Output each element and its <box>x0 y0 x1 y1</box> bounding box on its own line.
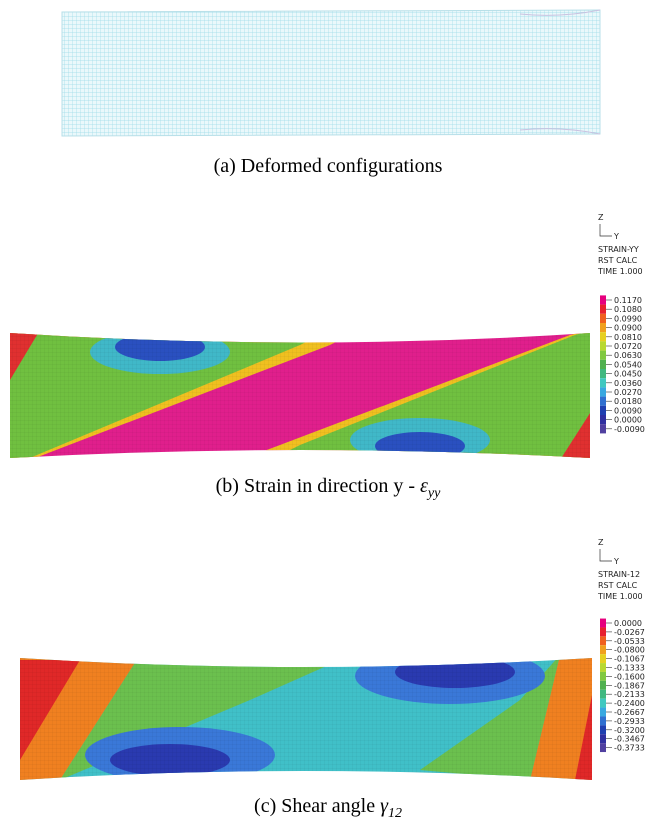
caption-text: (c) Shear angle <box>254 795 380 817</box>
legend-label: -0.0800 <box>614 646 645 655</box>
legend-label: 0.0270 <box>614 388 642 397</box>
legend-label: 0.0720 <box>614 342 642 351</box>
legend-label: 0.0180 <box>614 397 642 406</box>
legend-label: 0.1170 <box>614 296 642 305</box>
legend-label: -0.3200 <box>614 726 645 735</box>
color-swatch <box>600 645 606 655</box>
axis-y: Y <box>613 232 619 241</box>
legend-label: -0.2400 <box>614 699 645 708</box>
caption-subscript: yy <box>426 486 441 501</box>
deformed-mesh <box>61 9 601 137</box>
color-swatch <box>600 698 606 708</box>
color-swatch <box>600 359 606 369</box>
legend-label: -0.1600 <box>614 672 645 681</box>
legend-label: 0.0000 <box>614 416 642 425</box>
caption: (c) Shear angle γ12 <box>254 795 402 821</box>
legend-label: 0.0360 <box>614 379 642 388</box>
caption-subscript: 12 <box>388 806 402 821</box>
color-swatch <box>600 415 606 425</box>
color-swatch <box>600 707 606 717</box>
legend-label: -0.0090 <box>614 425 645 434</box>
legend-header: TIME 1.000 <box>597 267 643 276</box>
color-swatch <box>600 680 606 690</box>
color-swatch <box>600 716 606 726</box>
color-swatch <box>600 743 606 753</box>
color-swatch <box>600 627 606 637</box>
color-swatch <box>600 424 606 434</box>
legend-label: -0.1067 <box>614 655 645 664</box>
legend-header: RST CALC <box>598 256 638 265</box>
caption-symbol: ε <box>420 475 428 497</box>
legend-header: STRAIN-YY <box>598 245 639 254</box>
legend-label: -0.3467 <box>614 735 645 744</box>
legend-header: RST CALC <box>598 581 638 590</box>
shear-angle-field <box>20 658 592 780</box>
caption: (b) Strain in direction y - εyy <box>216 475 442 501</box>
caption-text: (b) Strain in direction y - <box>216 475 420 497</box>
color-swatch <box>600 323 606 333</box>
legend-label: -0.0267 <box>614 628 645 637</box>
color-swatch <box>600 332 606 342</box>
color-swatch <box>600 295 606 305</box>
caption-text: (a) Deformed configurations <box>214 155 443 177</box>
strain-yy-field <box>10 333 590 458</box>
legend-label: -0.1333 <box>614 664 645 673</box>
color-swatch <box>600 369 606 379</box>
color-swatch <box>600 387 606 397</box>
legend-header: TIME 1.000 <box>597 592 643 601</box>
color-swatch <box>600 405 606 415</box>
axis-z: Z <box>598 213 604 222</box>
color-swatch <box>600 396 606 406</box>
legend-label: 0.0090 <box>614 406 642 415</box>
color-swatch <box>600 671 606 681</box>
legend-label: 0.0000 <box>614 619 642 628</box>
color-swatch <box>600 636 606 646</box>
color-swatch <box>600 663 606 672</box>
color-swatch <box>600 725 606 735</box>
axis-z: Z <box>598 538 604 547</box>
color-swatch <box>600 350 606 360</box>
legend-header: STRAIN-12 <box>598 570 640 579</box>
legend-label: 0.1080 <box>614 305 642 314</box>
legend-label: 0.0630 <box>614 351 642 360</box>
caption-symbol: γ <box>380 795 389 817</box>
color-swatch <box>600 654 606 664</box>
legend-label: -0.2933 <box>614 717 645 726</box>
color-swatch <box>600 313 606 323</box>
legend-label: 0.0450 <box>614 370 642 379</box>
color-swatch <box>600 341 606 351</box>
color-swatch <box>600 304 606 314</box>
axis-y: Y <box>613 557 619 566</box>
legend-label: -0.3733 <box>614 744 645 753</box>
color-swatch <box>600 734 606 744</box>
color-swatch <box>600 689 606 699</box>
legend-label: -0.0533 <box>614 637 645 646</box>
legend-label: 0.0540 <box>614 360 642 369</box>
axis-triad <box>599 224 612 237</box>
axis-triad <box>599 549 612 562</box>
legend-label: -0.1867 <box>614 681 645 690</box>
legend-label: -0.2133 <box>614 690 645 699</box>
caption: (a) Deformed configurations <box>214 155 443 177</box>
legend-label: 0.0810 <box>614 333 642 342</box>
color-swatch <box>600 618 606 628</box>
legend-label: 0.0900 <box>614 324 642 333</box>
color-swatch <box>600 378 606 388</box>
legend-label: -0.2667 <box>614 708 645 717</box>
legend-label: 0.0990 <box>614 314 642 323</box>
